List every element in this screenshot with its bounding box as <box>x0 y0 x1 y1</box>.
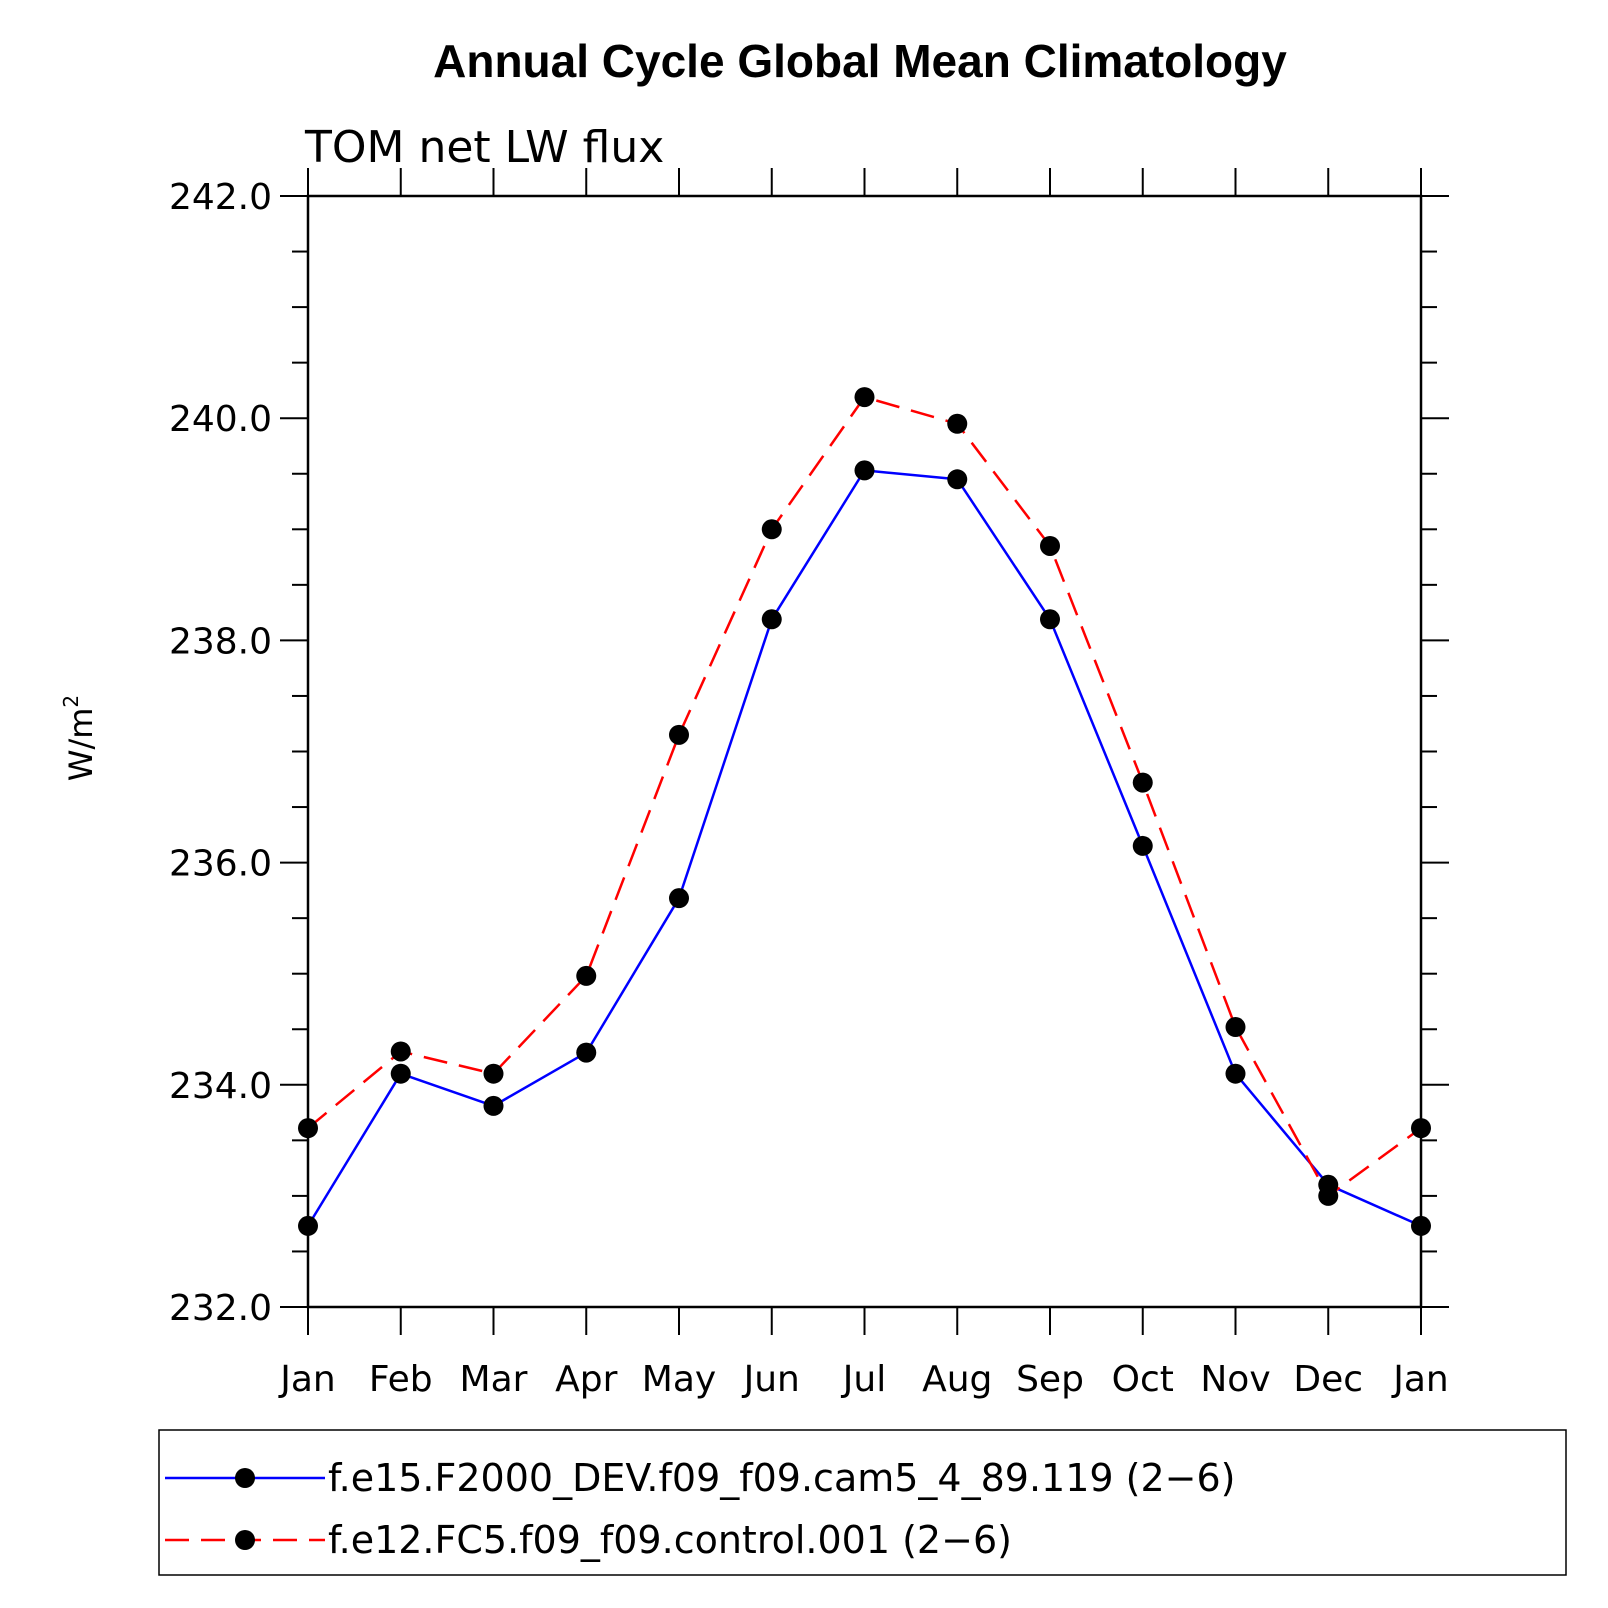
y-axis-label: W/m2 <box>59 695 100 781</box>
data-point-series-1 <box>1132 772 1153 793</box>
x-tick-label: May <box>642 1359 716 1400</box>
data-point-series-0 <box>1040 609 1060 630</box>
chart-subtitle: TOM net LW flux <box>304 122 664 173</box>
data-point-series-0 <box>761 609 782 630</box>
y-tick-label: 242.0 <box>169 177 272 218</box>
y-axis-label-text: W/m <box>62 708 100 782</box>
data-point-series-1 <box>1225 1017 1246 1038</box>
data-point-series-0 <box>1411 1215 1431 1236</box>
legend-marker-series-1 <box>235 1530 255 1550</box>
data-point-series-0 <box>298 1215 318 1236</box>
data-point-series-0 <box>576 1042 597 1063</box>
y-axis-label-superscript: 2 <box>59 695 83 708</box>
data-point-series-0 <box>1225 1063 1246 1084</box>
data-point-series-1 <box>761 519 782 540</box>
axes: 232.0 234.0 236.0 238.0 240.0 242.0 Jan Feb Mar A… <box>169 168 1449 1400</box>
y-tick-label: 240.0 <box>169 399 272 440</box>
x-tick-label: Jan <box>278 1359 336 1400</box>
data-point-series-1 <box>947 413 968 434</box>
x-tick-label: Sep <box>1016 1359 1084 1400</box>
legend: f.e15.F2000_DEV.f09_f09.cam5_4_89.119 (2… <box>158 1429 1567 1576</box>
data-point-series-1 <box>298 1118 318 1139</box>
x-tick-label: Mar <box>460 1359 528 1400</box>
data-point-series-1 <box>1040 535 1060 556</box>
data-point-series-0 <box>390 1063 411 1084</box>
y-tick-label: 232.0 <box>169 1288 272 1329</box>
y-tick-label: 234.0 <box>169 1066 272 1107</box>
x-tick-label: Dec <box>1293 1359 1363 1400</box>
data-point-series-1 <box>1411 1118 1431 1139</box>
data-point-series-0 <box>669 888 689 909</box>
data-point-series-1 <box>669 724 689 745</box>
y-tick-label: 236.0 <box>169 844 272 885</box>
chart-title: Annual Cycle Global Mean Climatology <box>433 35 1287 87</box>
series-line-1 <box>307 395 1422 1198</box>
data-point-series-1 <box>854 387 875 408</box>
x-tick-label: Jul <box>841 1359 886 1400</box>
data-point-series-0 <box>1132 835 1153 856</box>
data-point-series-0 <box>947 469 968 490</box>
x-tick-label: Oct <box>1112 1359 1174 1400</box>
y-tick-label: 238.0 <box>169 621 272 662</box>
data-point-series-1 <box>390 1041 411 1062</box>
x-tick-label: Jun <box>742 1359 800 1400</box>
plot-frame <box>306 194 1423 1309</box>
legend-marker-series-0 <box>235 1468 255 1488</box>
legend-box <box>158 1429 1567 1576</box>
data-point-series-0 <box>854 460 875 481</box>
x-tick-label: Jan <box>1391 1359 1449 1400</box>
x-tick-label: Feb <box>369 1359 433 1400</box>
x-tick-label: Nov <box>1200 1359 1270 1400</box>
data-point-series-1 <box>483 1063 504 1084</box>
legend-label-series-0: f.e15.F2000_DEV.f09_f09.cam5_4_89.119 (2… <box>328 1456 1236 1500</box>
data-point-series-1 <box>576 965 597 986</box>
series-line-0 <box>306 469 1422 1228</box>
x-tick-label: Apr <box>555 1359 617 1400</box>
data-point-series-0 <box>483 1095 504 1116</box>
svg-text:W/m2: W/m2 <box>59 695 100 781</box>
data-point-series-1 <box>1318 1185 1339 1206</box>
series-layer <box>298 387 1431 1236</box>
x-tick-label: Aug <box>922 1359 992 1400</box>
legend-label-series-1: f.e12.FC5.f09_f09.control.001 (2−6) <box>328 1518 1012 1562</box>
